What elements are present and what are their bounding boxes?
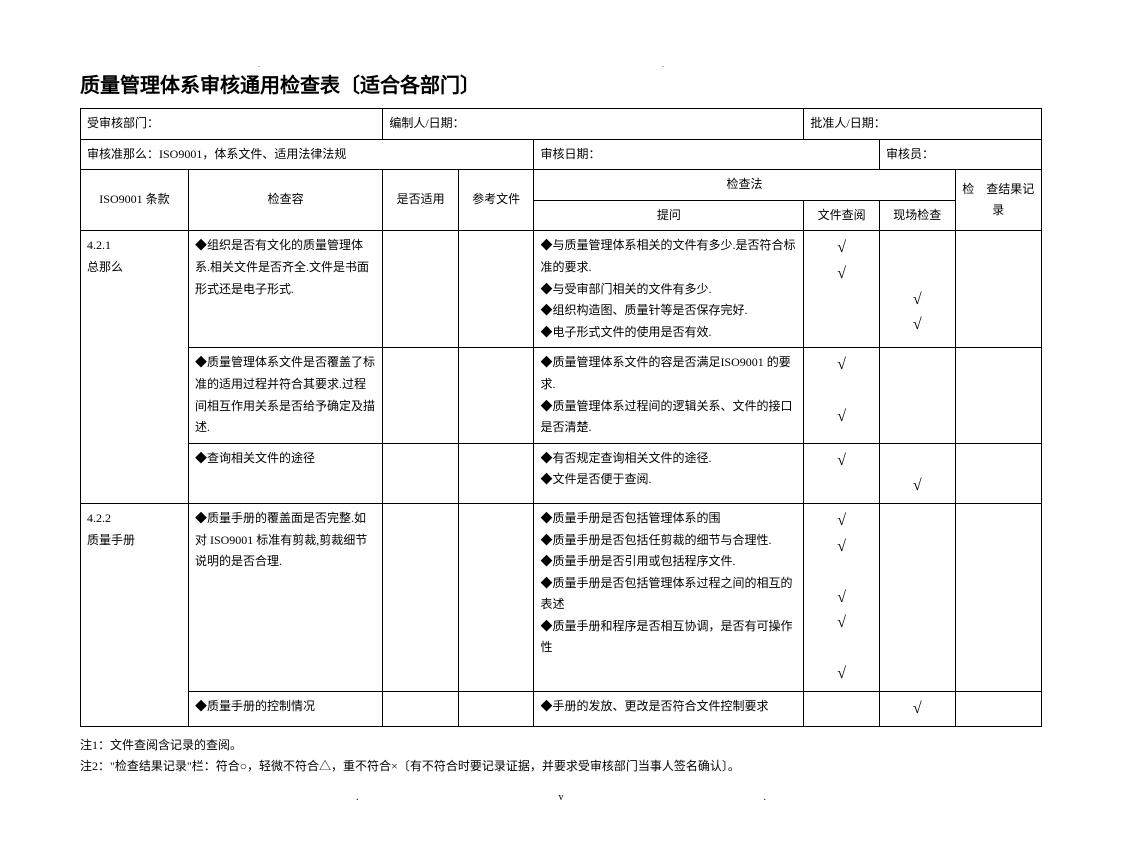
col-docreview: 文件查阅: [804, 200, 880, 231]
table-cell: [458, 503, 534, 691]
table-cell: ◆手册的发放、更改是否符合文件控制要求: [534, 692, 804, 727]
table-cell: ◆查询相关文件的途径: [188, 443, 382, 503]
auditor-cell: 审核员：: [879, 139, 1041, 170]
page-title: 质量管理体系审核通用检查表〔适合各部门〕: [80, 69, 1042, 98]
table-cell: ◆质量管理体系文件的容是否满足ISO9001 的要求.◆质量管理体系过程间的逻辑…: [534, 348, 804, 443]
table-cell: [383, 348, 459, 443]
table-cell: [955, 348, 1041, 443]
table-cell: ◆质量手册是否包括管理体系的围◆质量手册是否包括任剪裁的细节与合理性.◆质量手册…: [534, 503, 804, 691]
col-result: 检 查结果记录: [955, 170, 1041, 231]
dept-cell: 受审核部门：: [81, 109, 383, 140]
criteria-value: ISO9001，体系文件、适用法律法规: [159, 147, 346, 161]
table-row: ◆查询相关文件的途径◆有否规定查询相关文件的途径.◆文件是否便于查阅.√√: [81, 443, 1042, 503]
col-applicable: 是否适用: [383, 170, 459, 231]
table-row: ◆质量手册的控制情况 ◆手册的发放、更改是否符合文件控制要求 √: [81, 692, 1042, 727]
table-cell: ◆质量手册的控制情况: [188, 692, 382, 727]
table-cell: ◆质量手册的覆盖面是否完整.如对 ISO9001 标准有剪裁,剪裁细节说明的是否…: [188, 503, 382, 691]
table-cell: √: [879, 692, 955, 727]
notes: 注1：文件查阅含记录的查阅。 注2："检查结果记录"栏：符合○，轻微不符合△，重…: [80, 735, 1042, 778]
table-row: 4.2.1总那么◆组织是否有文化的质量管理体系.相关文件是否齐全.文件是书面形式…: [81, 231, 1042, 348]
table-cell: [383, 503, 459, 691]
table-row: ◆质量管理体系文件是否覆盖了标准的适用过程并符合其要求.过程间相互作用关系是否给…: [81, 348, 1042, 443]
table-cell: ◆有否规定查询相关文件的途径.◆文件是否便于查阅.: [534, 443, 804, 503]
compiler-label: 编制人/日期：: [389, 116, 464, 130]
table-cell: [383, 692, 459, 727]
table-cell: √: [804, 443, 880, 503]
table-cell: 4.2.2质量手册: [81, 503, 189, 726]
top-dots: . .: [80, 60, 1042, 69]
table-cell: ◆组织是否有文化的质量管理体系.相关文件是否齐全.文件是书面形式还是电子形式.: [188, 231, 382, 348]
table-cell: [879, 503, 955, 691]
table-cell: √√√√√: [804, 503, 880, 691]
table-cell: [458, 692, 534, 727]
table-cell: [458, 348, 534, 443]
table-cell: [955, 443, 1041, 503]
criteria-label: 审核准那么：: [87, 147, 159, 161]
table-cell: √√: [804, 348, 880, 443]
approver-cell: 批准人/日期：: [804, 109, 1042, 140]
note-1: 注1：文件查阅含记录的查阅。: [80, 735, 1042, 757]
table-row: 4.2.2质量手册◆质量手册的覆盖面是否完整.如对 ISO9001 标准有剪裁,…: [81, 503, 1042, 691]
audit-table: 受审核部门： 编制人/日期： 批准人/日期： 审核准那么：ISO9001，体系文…: [80, 108, 1042, 727]
footer-v: .v.: [80, 792, 1042, 803]
table-cell: [955, 692, 1041, 727]
table-cell: ◆与质量管理体系相关的文件有多少.是否符合标准的要求.◆与受审部门相关的文件有多…: [534, 231, 804, 348]
approver-label: 批准人/日期：: [810, 116, 885, 130]
table-cell: 4.2.1总那么: [81, 231, 189, 504]
table-cell: [955, 231, 1041, 348]
col-onsite: 现场检查: [879, 200, 955, 231]
table-cell: [879, 348, 955, 443]
audit-date-label: 审核日期：: [540, 147, 600, 161]
table-cell: [458, 231, 534, 348]
criteria-cell: 审核准那么：ISO9001，体系文件、适用法律法规: [81, 139, 534, 170]
table-cell: ◆质量管理体系文件是否覆盖了标准的适用过程并符合其要求.过程间相互作用关系是否给…: [188, 348, 382, 443]
compiler-cell: 编制人/日期：: [383, 109, 804, 140]
col-method: 检查法: [534, 170, 955, 201]
note-2: 注2："检查结果记录"栏：符合○，轻微不符合△，重不符合×〔有不符合时要记录证据…: [80, 756, 1042, 778]
auditor-label: 审核员：: [886, 147, 934, 161]
table-cell: √√: [879, 231, 955, 348]
col-question: 提问: [534, 200, 804, 231]
audit-date-cell: 审核日期：: [534, 139, 880, 170]
col-refdoc: 参考文件: [458, 170, 534, 231]
table-cell: √: [879, 443, 955, 503]
col-content: 检查容: [188, 170, 382, 231]
table-cell: √√: [804, 231, 880, 348]
table-cell: [458, 443, 534, 503]
table-cell: [383, 443, 459, 503]
table-cell: [804, 692, 880, 727]
table-cell: [383, 231, 459, 348]
col-clause: ISO9001 条款: [81, 170, 189, 231]
table-cell: [955, 503, 1041, 691]
dept-label: 受审核部门：: [87, 116, 159, 130]
